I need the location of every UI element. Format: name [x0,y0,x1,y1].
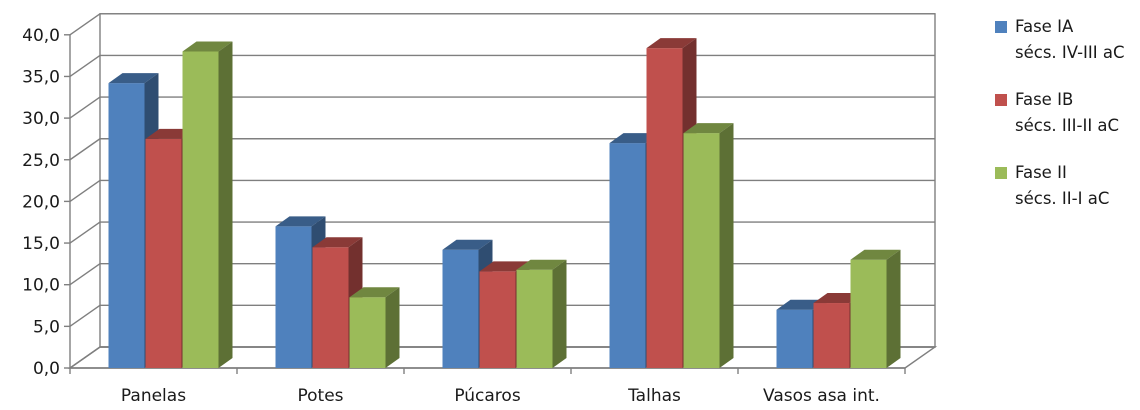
x-tick-label: Panelas [121,386,186,406]
gridline-side [69,221,101,244]
x-tick-label: Potes [297,386,343,406]
bars [108,38,901,369]
legend-sublabel: sécs. III-II aC [1015,116,1119,135]
gridline-side [69,96,101,119]
gridline-side [69,138,101,161]
bar [182,41,233,369]
gridline-side [69,179,101,202]
y-tick-label: 30,0 [22,109,60,129]
y-tick-label: 10,0 [22,276,60,296]
legend-sublabel: sécs. IV-III aC [1015,43,1125,62]
y-tick-label: 20,0 [22,192,60,212]
gridline-side [69,54,101,78]
x-axis-labels: Panelas Potes Púcaros Talhas Vasos asa int. [121,386,880,406]
gridline-side [69,346,101,369]
legend-item: Fase IB sécs. III-II aC [995,90,1119,135]
legend: Fase IA sécs. IV-III aC Fase IB sécs. III-I… [995,17,1125,208]
bar [850,249,901,368]
y-tick-label: 5,0 [33,317,60,337]
bar [349,287,400,368]
y-tick-label: 35,0 [22,67,60,87]
bar [516,259,567,368]
y-tick-label: 40,0 [22,26,60,46]
bar [683,123,734,369]
y-tick-label: 15,0 [22,234,60,254]
legend-item: Fase II sécs. II-I aC [995,163,1109,208]
x-tick-label: Talhas [627,386,681,406]
gridline-side [69,13,101,36]
legend-swatch [995,21,1007,33]
legend-item: Fase IA sécs. IV-III aC [995,17,1125,62]
legend-swatch [995,167,1007,179]
legend-swatch [995,94,1007,106]
legend-label: Fase II [1015,163,1067,182]
x-tick-label: Vasos asa int. [763,386,880,406]
x-tick-label: Púcaros [454,386,521,406]
gridline-side [69,304,101,327]
y-tick-label: 0,0 [33,359,60,379]
y-tick-label: 25,0 [22,151,60,171]
y-axis-ticks: 0,0 5,0 10,0 15,0 20,0 25,0 30,0 35,0 40,0 [22,26,70,379]
gridline-side [69,263,101,286]
legend-label: Fase IB [1015,90,1073,109]
legend-sublabel: sécs. II-I aC [1015,189,1109,208]
legend-label: Fase IA [1015,17,1074,36]
